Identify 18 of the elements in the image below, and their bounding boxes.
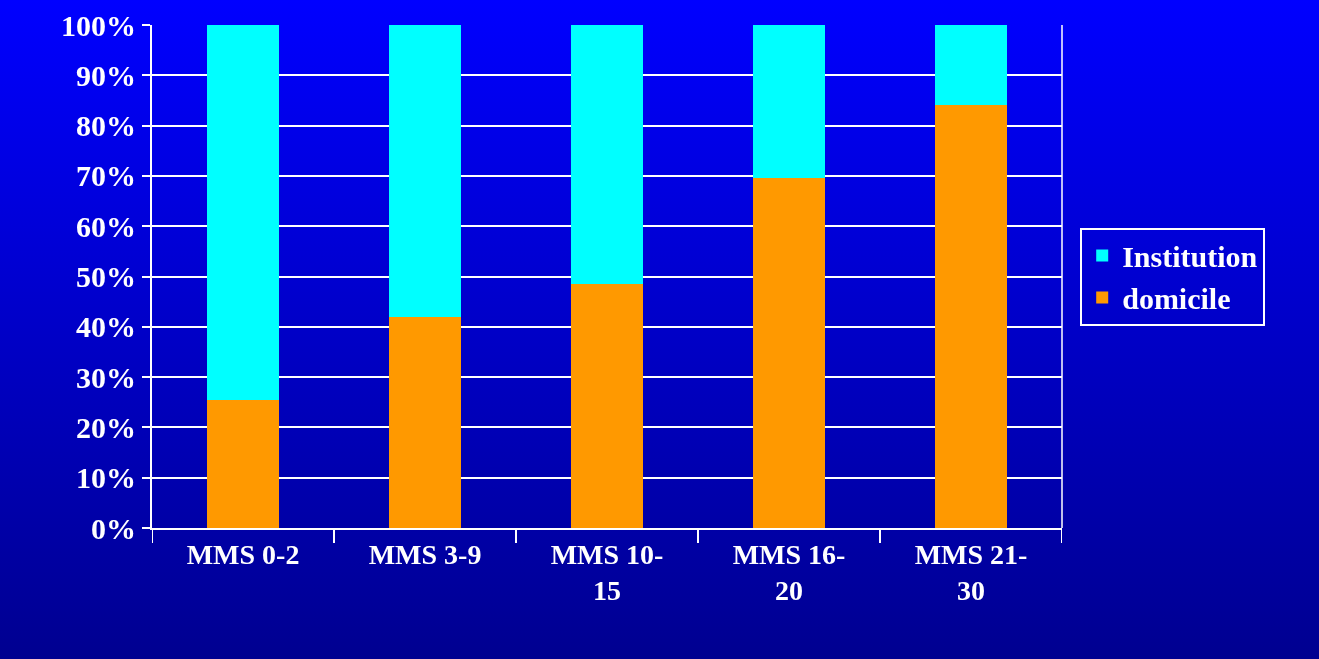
x-tick-label: MMS 3-9 bbox=[368, 538, 482, 570]
y-tick-label: 80% bbox=[76, 109, 136, 143]
x-tick-label: MMS 21-30 bbox=[914, 538, 1028, 606]
y-tick-label: 0% bbox=[91, 511, 136, 545]
y-tick-label: 60% bbox=[76, 209, 136, 243]
y-tick-label: 30% bbox=[76, 360, 136, 394]
x-tick-label: MMS 10-15 bbox=[550, 538, 664, 606]
x-tick-label: MMS 0-2 bbox=[186, 538, 300, 570]
y-tick-label: 90% bbox=[76, 58, 136, 92]
y-tick-label: 10% bbox=[76, 461, 136, 495]
y-tick-label: 50% bbox=[76, 260, 136, 293]
legend-label: Institution bbox=[1122, 240, 1258, 274]
x-tick-label: MMS 16-20 bbox=[732, 538, 846, 606]
y-tick-label: 100% bbox=[61, 8, 136, 42]
y-tick-label: 20% bbox=[76, 410, 136, 444]
y-tick-label: 70% bbox=[76, 159, 136, 193]
y-tick-label: 40% bbox=[76, 310, 136, 344]
legend-label: domicile bbox=[1122, 282, 1231, 316]
